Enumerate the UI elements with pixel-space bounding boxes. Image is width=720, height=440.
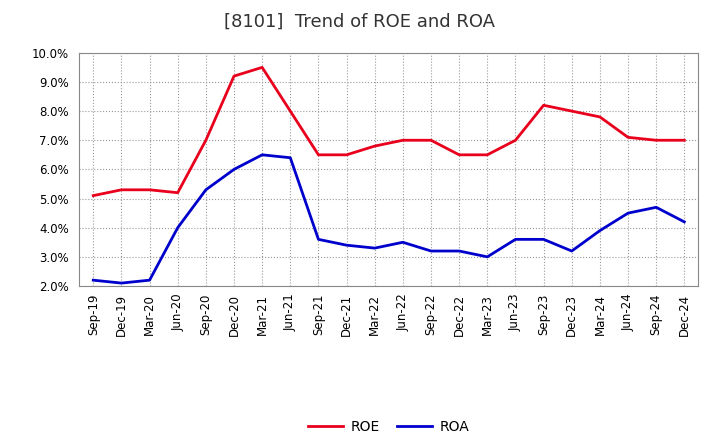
ROA xyxy=(145,278,154,283)
ROE xyxy=(624,135,632,140)
ROE xyxy=(399,138,408,143)
ROA xyxy=(595,228,604,233)
ROA xyxy=(174,225,182,231)
ROE xyxy=(680,138,688,143)
ROE xyxy=(342,152,351,158)
ROE xyxy=(652,138,660,143)
ROA xyxy=(202,187,210,192)
ROA xyxy=(314,237,323,242)
ROE xyxy=(370,143,379,149)
Line: ROE: ROE xyxy=(94,67,684,196)
ROA xyxy=(652,205,660,210)
ROA xyxy=(539,237,548,242)
ROE xyxy=(455,152,464,158)
ROA xyxy=(455,248,464,253)
ROE xyxy=(174,190,182,195)
ROE xyxy=(89,193,98,198)
ROA xyxy=(258,152,266,158)
ROA xyxy=(483,254,492,260)
ROA xyxy=(286,155,294,160)
ROE xyxy=(286,108,294,114)
ROA xyxy=(624,210,632,216)
ROA xyxy=(230,167,238,172)
ROE xyxy=(230,73,238,79)
ROE xyxy=(567,108,576,114)
ROE xyxy=(427,138,436,143)
ROA xyxy=(370,246,379,251)
ROA xyxy=(342,242,351,248)
ROE xyxy=(595,114,604,120)
Legend: ROE, ROA: ROE, ROA xyxy=(302,414,475,439)
ROA xyxy=(89,278,98,283)
ROA xyxy=(427,248,436,253)
ROA xyxy=(567,248,576,253)
ROA xyxy=(511,237,520,242)
ROE xyxy=(314,152,323,158)
ROE xyxy=(511,138,520,143)
ROE xyxy=(145,187,154,192)
ROA xyxy=(117,280,126,286)
ROE xyxy=(539,103,548,108)
Text: [8101]  Trend of ROE and ROA: [8101] Trend of ROE and ROA xyxy=(225,13,495,31)
ROA xyxy=(399,240,408,245)
ROE xyxy=(483,152,492,158)
ROE xyxy=(202,138,210,143)
ROE xyxy=(117,187,126,192)
ROA xyxy=(680,219,688,224)
Line: ROA: ROA xyxy=(94,155,684,283)
ROE xyxy=(258,65,266,70)
